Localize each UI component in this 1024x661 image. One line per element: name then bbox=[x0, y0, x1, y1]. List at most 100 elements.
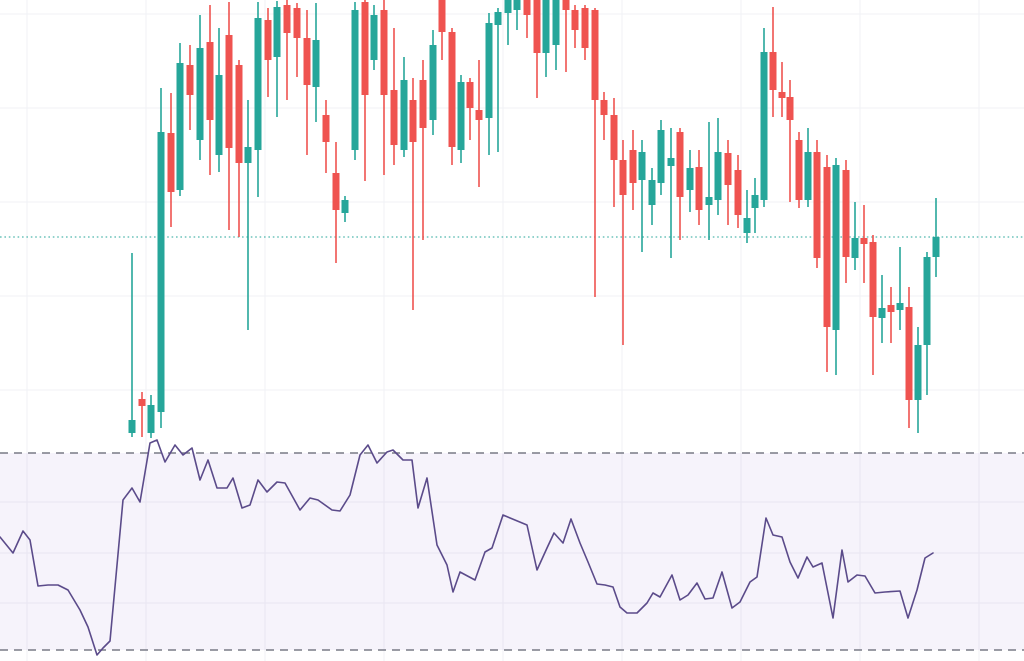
candle-body bbox=[322, 115, 330, 142]
candle-down bbox=[778, 62, 786, 117]
candle-body bbox=[409, 100, 417, 142]
candle-up bbox=[932, 198, 940, 277]
candle-down bbox=[322, 100, 330, 173]
candle-body bbox=[523, 0, 531, 15]
candle-down bbox=[475, 60, 483, 187]
candle-down bbox=[786, 80, 794, 202]
candle-body bbox=[176, 63, 184, 190]
candle-up bbox=[370, 5, 378, 70]
candle-body bbox=[851, 238, 859, 258]
candle-body bbox=[167, 133, 175, 192]
candle-up bbox=[176, 43, 184, 196]
candle-body bbox=[312, 40, 320, 87]
candle-down bbox=[695, 150, 703, 225]
candle-body bbox=[485, 23, 493, 118]
candle-body bbox=[196, 48, 204, 140]
candle-body bbox=[695, 167, 703, 210]
candle-down bbox=[523, 0, 531, 38]
candle-up bbox=[351, 2, 359, 160]
candle-down bbox=[167, 93, 175, 227]
candle-body bbox=[591, 10, 599, 100]
candle-body bbox=[705, 197, 713, 205]
candle-body bbox=[786, 97, 794, 120]
candle-body bbox=[370, 15, 378, 60]
candle-body bbox=[273, 7, 281, 57]
candle-body bbox=[686, 168, 694, 190]
candle-down bbox=[795, 132, 803, 208]
candle-body bbox=[157, 132, 165, 412]
candle-body bbox=[186, 65, 194, 95]
candle-body bbox=[293, 8, 301, 38]
candle-down bbox=[390, 28, 398, 165]
candle-down bbox=[600, 92, 608, 140]
candle-body bbox=[264, 20, 272, 60]
candle-body bbox=[778, 92, 786, 98]
candle-down bbox=[438, 0, 446, 60]
candle-body bbox=[303, 38, 311, 85]
candle-body bbox=[138, 399, 146, 406]
candle-down bbox=[361, 0, 369, 181]
candle-body bbox=[878, 308, 886, 318]
candle-body bbox=[751, 195, 759, 208]
candle-down bbox=[186, 45, 194, 130]
candle-up bbox=[215, 28, 223, 172]
candle-down bbox=[629, 130, 637, 210]
candle-body bbox=[724, 153, 732, 185]
candle-up bbox=[513, 0, 521, 30]
candle-down bbox=[769, 7, 777, 117]
candle-down bbox=[303, 10, 311, 155]
candle-down bbox=[533, 0, 541, 98]
candle-body bbox=[235, 65, 243, 163]
candle-body bbox=[869, 242, 877, 317]
candle-up bbox=[341, 196, 349, 222]
candle-up bbox=[914, 327, 922, 433]
candle-body bbox=[657, 130, 665, 183]
candle-up bbox=[878, 275, 886, 343]
rsi-line-path bbox=[0, 439, 934, 656]
candle-body bbox=[466, 82, 474, 108]
candle-up bbox=[648, 168, 656, 225]
candle-up bbox=[851, 202, 859, 270]
candle-body bbox=[438, 0, 446, 32]
candle-body bbox=[896, 303, 904, 310]
candle-body bbox=[361, 2, 369, 95]
candle-body bbox=[475, 110, 483, 120]
candle-down bbox=[466, 78, 474, 140]
candle-up bbox=[485, 13, 493, 155]
candle-down bbox=[905, 287, 913, 428]
candle-body bbox=[494, 12, 502, 25]
candle-down bbox=[842, 160, 850, 283]
candle-body bbox=[332, 173, 340, 210]
candle-body bbox=[533, 0, 541, 53]
candle-body bbox=[215, 75, 223, 155]
candle-down bbox=[860, 205, 868, 283]
candle-body bbox=[581, 8, 589, 48]
candle-body bbox=[743, 218, 751, 233]
candle-body bbox=[562, 0, 570, 10]
candle-body bbox=[283, 5, 291, 33]
candle-down bbox=[619, 140, 627, 345]
candle-up bbox=[400, 57, 408, 157]
candle-down bbox=[409, 78, 417, 310]
candle-down bbox=[571, 5, 579, 48]
candle-body bbox=[923, 257, 931, 345]
candle-body bbox=[147, 405, 155, 433]
candle-down bbox=[235, 60, 243, 237]
candle-body bbox=[600, 100, 608, 115]
candle-body bbox=[390, 90, 398, 145]
candle-down bbox=[283, 0, 291, 100]
candle-body bbox=[429, 45, 437, 120]
candle-up bbox=[743, 190, 751, 243]
candle-up bbox=[312, 3, 320, 122]
candle-body bbox=[206, 42, 214, 120]
candle-up bbox=[804, 128, 812, 207]
candle-down bbox=[380, 0, 388, 175]
candle-down bbox=[869, 235, 877, 375]
candle-down bbox=[293, 3, 301, 77]
candle-up bbox=[657, 120, 665, 195]
candle-up bbox=[638, 140, 646, 252]
candle-up bbox=[244, 100, 252, 330]
candle-body bbox=[504, 0, 512, 13]
